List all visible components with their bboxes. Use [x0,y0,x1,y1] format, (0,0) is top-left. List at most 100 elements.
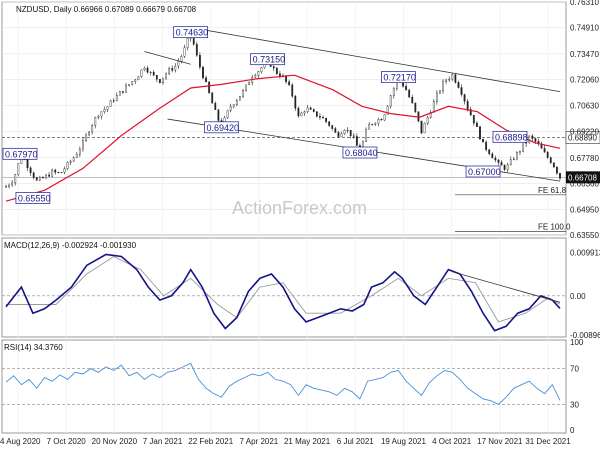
candle-body [488,149,491,155]
price-tick-label: 0.70630 [570,102,599,111]
candle-body [494,157,497,161]
candle-body [177,60,180,67]
chart-title: NZDUSD, Daily 0.66966 0.67089 0.66679 0.… [16,5,197,14]
candle-body [368,124,371,130]
candle-body [248,82,251,86]
candle-body [202,66,204,79]
candle-body [374,122,377,125]
candle-body [78,148,81,155]
candle-body [195,44,198,56]
candle-body [260,67,263,72]
price-annotation-box [381,71,416,83]
candle-body [112,100,115,102]
candle-body [303,111,306,114]
candle-body [294,95,297,109]
price-annotation-box [204,121,239,134]
candle-body [300,112,303,117]
candle-body [383,114,386,121]
price-annotation-box [173,26,209,39]
candle-body [346,130,349,132]
price-tick-label: 0.73470 [570,50,599,59]
macd-label: MACD(12,26,9) -0.002924 -0.001930 [4,241,137,250]
candle-body [82,140,84,150]
candle-body [48,174,50,177]
candle-body [232,104,235,107]
candle-body [17,163,20,175]
candle-body [242,90,244,97]
candle-body [103,109,106,112]
candle-body [546,152,549,158]
price-tick-label: 0.66360 [570,180,599,189]
candle-body [272,66,275,69]
candle-body [460,87,463,95]
candle-body [85,134,87,141]
candle-body [35,177,38,181]
x-tick-label: 17 Nov 2021 [477,437,523,446]
macd-trend-line [452,271,561,303]
candle-body [343,130,346,134]
candle-body [69,160,72,163]
candle-body [472,114,475,124]
candle-body [66,162,69,169]
candle-body [423,123,426,134]
candle-body [140,69,143,77]
price-tick-label: 0.76310 [570,0,599,7]
price-tick-label: 0.63550 [570,231,599,240]
candle-body [377,119,380,124]
candle-body [162,77,164,84]
candle-body [439,90,441,94]
candle-body [205,77,207,83]
candle-body [506,164,509,170]
candle-body [100,111,103,117]
candle-body [8,184,10,187]
price-annotation-label: 0.67000 [468,167,501,177]
candle-body [319,116,321,118]
macd-tick-label: -0.008962 [570,331,600,340]
candle-body [485,141,488,150]
price-annotation-box [250,53,285,66]
candle-body [75,154,78,158]
candle-body [125,85,127,93]
x-tick-label: 4 Oct 2021 [432,437,472,446]
price-annotation-box [465,165,501,178]
price-annotation-label: 0.68898 [495,132,528,142]
macd-signal-line [6,255,561,323]
candle-body [51,169,54,177]
price-annotation-label: 0.69420 [206,123,239,133]
candle-body [355,136,358,146]
candle-body [109,100,112,107]
price-tick-label: 0.64950 [570,205,599,214]
candle-body [556,166,558,174]
candle-body [389,95,392,107]
candle-body [180,56,183,62]
macd-layer [2,253,566,332]
candle-body [405,85,408,91]
candle-body [315,111,318,117]
price-tick-label: 0.69220 [570,127,599,136]
price-annotation-box [2,147,38,160]
candle-body [479,126,481,140]
candle-body [226,110,229,119]
candle-body [334,128,337,133]
candle-body [214,103,217,110]
candle-body [309,107,312,110]
channel-upper-line [190,27,561,93]
rsi-tick-label: 100 [570,338,584,347]
candle-body [38,176,41,181]
candle-body [88,131,91,136]
candle-body [337,132,340,137]
candle-body [442,81,444,92]
candle-body [466,101,469,110]
price-annotation-label: 0.67970 [5,149,38,159]
candle-body [239,95,241,101]
candle-body [331,125,334,129]
rsi-layer [2,362,566,405]
macd-tick-label: 0.00 [570,292,586,301]
candle-body [371,124,374,126]
candle-body [11,182,14,186]
x-tick-label: 31 Dec 2021 [525,437,571,446]
candle-body [349,130,352,136]
candle-body [217,109,220,121]
